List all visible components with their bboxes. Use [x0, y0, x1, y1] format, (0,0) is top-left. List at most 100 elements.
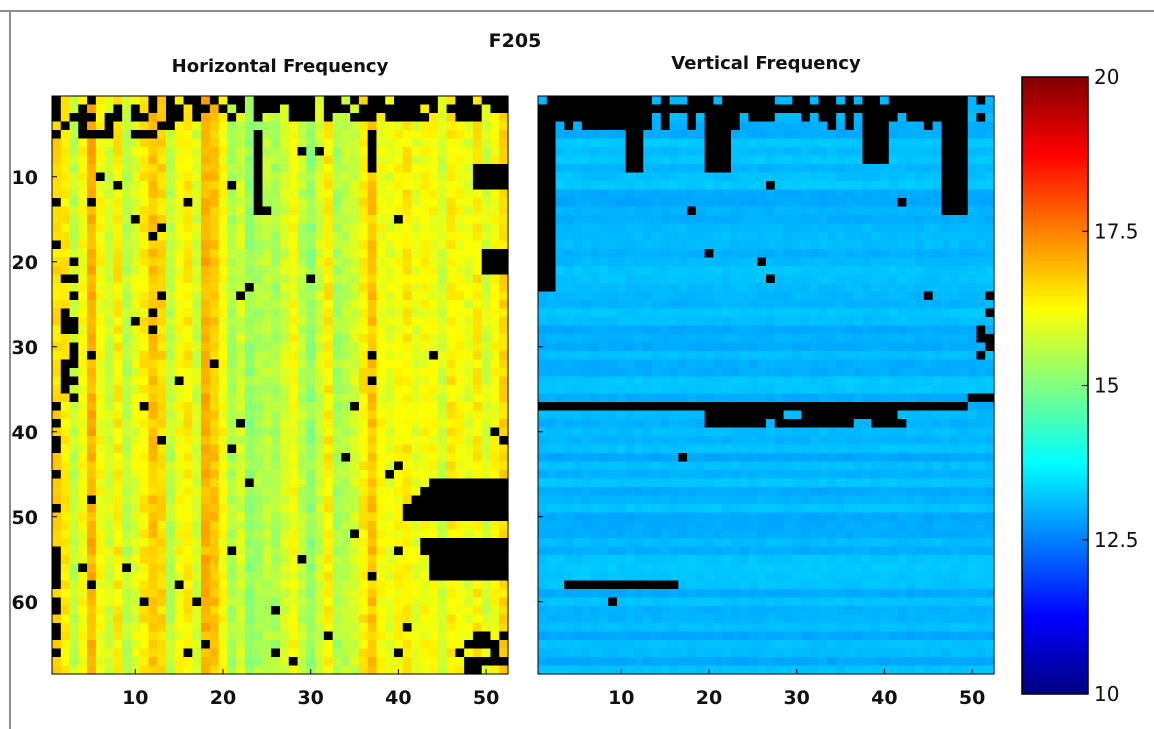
heatmap-cell	[192, 130, 202, 140]
heatmap-cell	[472, 300, 483, 310]
heatmap-cell	[783, 325, 793, 335]
heatmap-cell	[157, 130, 167, 140]
heatmap-cell	[306, 325, 316, 335]
heatmap-cell	[183, 631, 193, 641]
heatmap-cell	[113, 521, 123, 531]
heatmap-cell	[306, 563, 316, 573]
heatmap-cell	[236, 640, 246, 650]
heatmap-cell	[139, 563, 150, 573]
heatmap-cell	[376, 461, 386, 471]
heatmap-cell	[420, 232, 430, 242]
heatmap-cell	[271, 96, 281, 106]
heatmap-cell	[420, 444, 430, 454]
heatmap-cell	[581, 300, 592, 310]
heatmap-cell	[174, 478, 185, 488]
heatmap-cell	[122, 325, 132, 335]
heatmap-cell	[358, 427, 369, 437]
heatmap-cell	[315, 317, 325, 327]
heatmap-cell	[757, 223, 767, 233]
heatmap-cell	[713, 291, 723, 301]
heatmap-cell	[297, 147, 307, 157]
heatmap-cell	[192, 436, 202, 446]
heatmap-cell	[766, 189, 776, 199]
heatmap-cell	[429, 325, 439, 335]
heatmap-cell	[915, 172, 925, 182]
heatmap-cell	[446, 113, 456, 123]
heatmap-cell	[625, 181, 636, 191]
heatmap-cell	[104, 589, 114, 599]
heatmap-cell	[739, 164, 750, 174]
heatmap-cell	[367, 138, 378, 148]
heatmap-cell	[783, 223, 793, 233]
heatmap-cell	[490, 419, 500, 429]
heatmap-cell	[271, 444, 281, 454]
heatmap-cell	[669, 266, 679, 276]
heatmap-cell	[739, 172, 750, 182]
heatmap-cell	[148, 657, 158, 667]
heatmap-cell	[280, 257, 290, 267]
heatmap-cell	[60, 444, 71, 454]
heatmap-cell	[341, 342, 351, 352]
heatmap-cell	[783, 113, 793, 123]
heatmap-cell	[538, 274, 548, 284]
heatmap-cell	[306, 538, 316, 548]
heatmap-cell	[950, 232, 960, 242]
heatmap-cell	[244, 96, 255, 106]
heatmap-cell	[555, 181, 565, 191]
heatmap-cell	[538, 104, 548, 114]
heatmap-cell	[411, 351, 421, 361]
heatmap-cell	[95, 96, 106, 106]
heatmap-cell	[402, 614, 413, 624]
heatmap-cell	[271, 334, 281, 344]
heatmap-cell	[209, 461, 220, 471]
heatmap-cell	[599, 104, 609, 114]
heatmap-cell	[201, 130, 211, 140]
heatmap-cell	[358, 172, 369, 182]
heatmap-cell	[499, 283, 509, 293]
heatmap-cell	[323, 104, 334, 114]
heatmap-cell	[446, 155, 456, 165]
heatmap-cell	[704, 325, 714, 335]
heatmap-cell	[411, 376, 421, 386]
heatmap-cell	[323, 291, 334, 301]
heatmap-cell	[332, 198, 342, 208]
heatmap-cell	[643, 249, 653, 259]
heatmap-cell	[437, 147, 448, 157]
heatmap-cell	[590, 274, 600, 284]
heatmap-cell	[616, 325, 627, 335]
heatmap-cell	[687, 240, 697, 250]
heatmap-cell	[367, 393, 378, 403]
heatmap-cell	[774, 223, 785, 233]
heatmap-cell	[253, 563, 264, 573]
heatmap-cell	[490, 529, 500, 539]
heatmap-cell	[315, 623, 325, 633]
heatmap-cell	[499, 657, 509, 667]
heatmap-cell	[481, 538, 492, 548]
heatmap-cell	[306, 317, 316, 327]
heatmap-cell	[608, 274, 618, 284]
heatmap-cell	[976, 189, 986, 199]
heatmap-cell	[306, 512, 316, 522]
heatmap-cell	[402, 181, 413, 191]
heatmap-cell	[871, 138, 881, 148]
heatmap-cell	[280, 606, 290, 616]
heatmap-cell	[87, 300, 97, 310]
heatmap-cell	[253, 385, 264, 395]
heatmap-cell	[78, 563, 88, 573]
heatmap-cell	[253, 172, 264, 182]
heatmap-cell	[236, 164, 246, 174]
heatmap-cell	[941, 274, 951, 284]
heatmap-cell	[253, 240, 264, 250]
heatmap-cell	[599, 172, 609, 182]
heatmap-cell	[546, 181, 557, 191]
heatmap-cell	[394, 181, 404, 191]
heatmap-cell	[950, 96, 960, 106]
heatmap-cell	[350, 249, 360, 259]
heatmap-cell	[499, 189, 509, 199]
heatmap-cell	[376, 572, 386, 582]
heatmap-cell	[218, 461, 228, 471]
heatmap-cell	[350, 376, 360, 386]
heatmap-cell	[253, 606, 264, 616]
heatmap-cell	[78, 240, 88, 250]
heatmap-cell	[915, 249, 925, 259]
